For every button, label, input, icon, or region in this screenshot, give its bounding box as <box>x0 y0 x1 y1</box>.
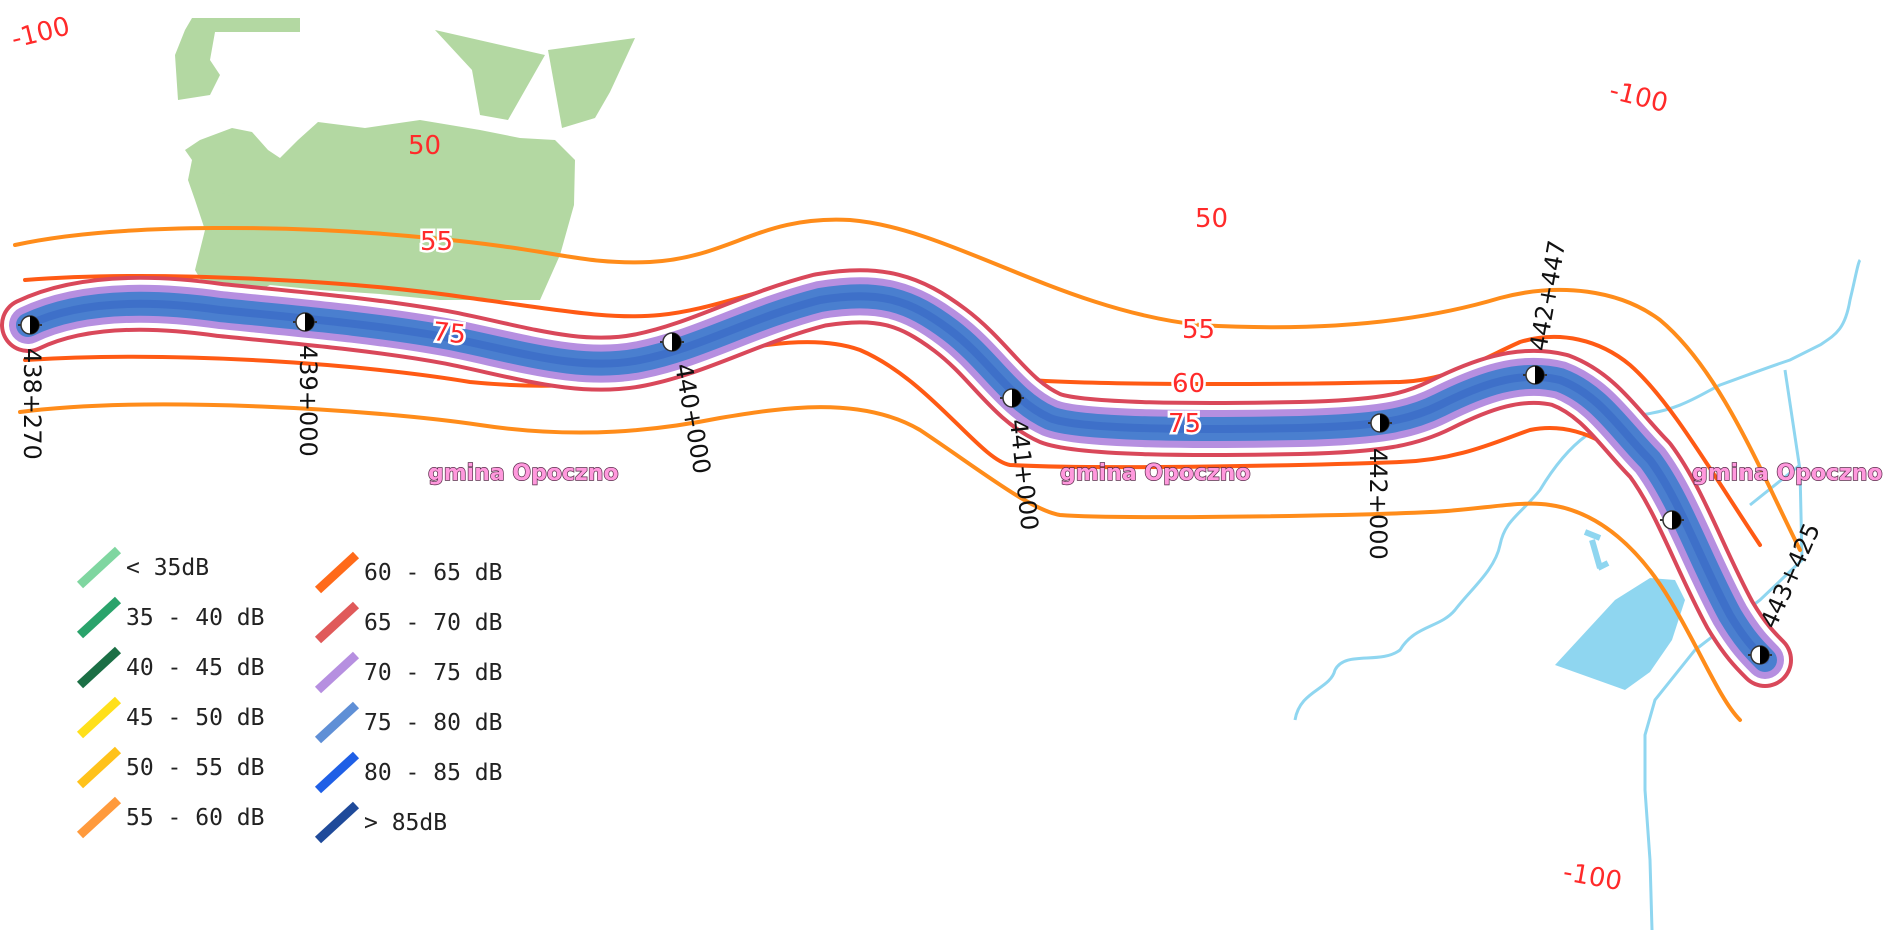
isoline-50-upper <box>13 217 1802 552</box>
road-core <box>24 292 1769 664</box>
municipality-label: gmina Opoczno <box>1692 461 1883 486</box>
legend-label: 50 - 55 dB <box>126 755 264 781</box>
contour-label-50: 50 <box>1195 204 1228 234</box>
legend-label: < 35dB <box>126 555 209 581</box>
legend-item: 70 - 75 dB <box>314 651 502 694</box>
municipality-labels: gmina Opoczno gmina Opoczno gmina Opoczn… <box>427 460 1883 486</box>
legend-label: 75 - 80 dB <box>364 710 502 736</box>
contour-label-minus100: -100 <box>8 11 73 54</box>
km-label: 439+000 <box>294 345 322 457</box>
contour-label-minus100: -100 <box>1561 857 1624 897</box>
legend-item: 50 - 55 dB <box>76 746 264 789</box>
km-marker-442-000[interactable]: 442+000 <box>1364 413 1392 560</box>
municipality-label: gmina Opoczno <box>428 461 619 486</box>
legend-item: 80 - 85 dB <box>314 751 502 794</box>
legend-label: 45 - 50 dB <box>126 705 264 731</box>
contour-label-55: 55 <box>420 227 453 257</box>
contour-label-75: 75 <box>431 317 467 350</box>
legend-label: 60 - 65 dB <box>364 560 502 586</box>
legend-item: 45 - 50 dB <box>76 696 264 739</box>
contour-label-60: 60 <box>1172 369 1205 399</box>
km-label: 442+000 <box>1364 448 1392 560</box>
legend-label: 35 - 40 dB <box>126 605 264 631</box>
legend-item: 65 - 70 dB <box>314 601 502 644</box>
legend-label: 40 - 45 dB <box>126 655 264 681</box>
green-area <box>175 18 635 300</box>
stream-mark <box>1583 529 1610 571</box>
legend-item: 35 - 40 dB <box>76 596 264 639</box>
legend: < 35dB 35 - 40 dB 40 - 45 dB 45 - 50 dB … <box>76 546 502 844</box>
stream <box>1643 369 1804 930</box>
legend-item: 40 - 45 dB <box>76 646 264 689</box>
noise-isolines <box>0 217 1802 722</box>
legend-label: 70 - 75 dB <box>364 660 502 686</box>
km-marker-438-270[interactable]: 438+270 <box>18 315 46 460</box>
legend-item: < 35dB <box>76 546 209 589</box>
isoline-55-lower <box>18 402 1742 722</box>
legend-item: 60 - 65 dB <box>314 551 502 594</box>
km-label: 438+270 <box>18 348 46 460</box>
km-marker-443-000[interactable] <box>1660 510 1684 530</box>
contour-label-50: 50 <box>408 131 441 161</box>
pond <box>1555 578 1685 690</box>
stream <box>1293 258 1862 721</box>
km-marker-439-000[interactable]: 439+000 <box>293 312 322 457</box>
contour-label-75: 75 <box>1168 409 1201 439</box>
legend-label: > 85dB <box>364 810 447 836</box>
municipality-label: gmina Opoczno <box>1060 461 1251 486</box>
legend-item: 75 - 80 dB <box>314 701 502 744</box>
stream <box>1749 463 1801 507</box>
contour-label-minus100: -100 <box>1606 76 1671 119</box>
legend-label: 80 - 85 dB <box>364 760 502 786</box>
contour-label-55: 55 <box>1182 315 1215 345</box>
legend-item: 55 - 60 dB <box>76 796 264 839</box>
legend-label: 55 - 60 dB <box>126 805 264 831</box>
legend-label: 65 - 70 dB <box>364 610 502 636</box>
legend-item: > 85dB <box>314 801 447 844</box>
km-label: 443+425 <box>1755 519 1826 632</box>
water-features <box>1293 258 1862 930</box>
